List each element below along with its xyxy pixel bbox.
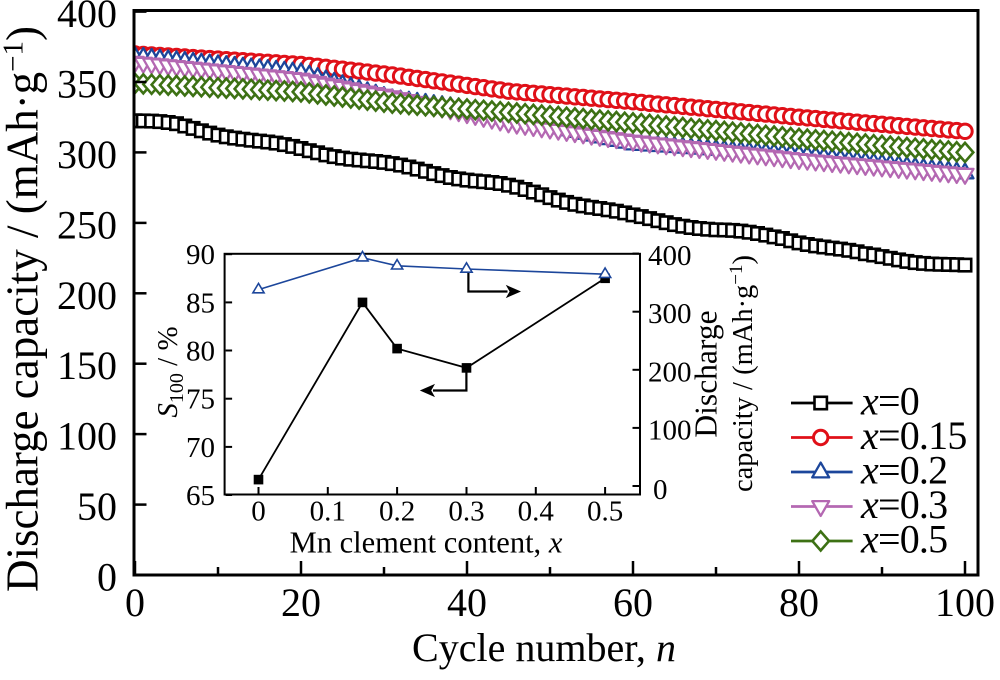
svg-text:Cycle number, n: Cycle number, n <box>412 625 676 670</box>
svg-text:40: 40 <box>447 580 487 625</box>
svg-text:x=0: x=0 <box>860 379 919 424</box>
svg-text:150: 150 <box>57 343 117 388</box>
svg-text:75: 75 <box>186 384 215 416</box>
svg-text:400: 400 <box>57 0 117 36</box>
svg-text:0.4: 0.4 <box>518 496 555 528</box>
svg-text:350: 350 <box>57 62 117 107</box>
svg-text:Discharge capacity / (mAh·g−1): Discharge capacity / (mAh·g−1) <box>0 26 48 592</box>
svg-text:S100 / %: S100 / % <box>152 326 188 417</box>
svg-text:300: 300 <box>648 298 692 330</box>
svg-text:60: 60 <box>613 580 653 625</box>
svg-text:85: 85 <box>186 287 215 319</box>
svg-text:capacity / (mAh·g−1): capacity / (mAh·g−1) <box>726 255 759 492</box>
svg-text:90: 90 <box>186 239 215 271</box>
svg-text:200: 200 <box>648 356 692 388</box>
svg-text:0: 0 <box>653 474 668 506</box>
svg-text:100: 100 <box>935 580 995 625</box>
svg-text:80: 80 <box>779 580 819 625</box>
svg-text:70: 70 <box>186 432 215 464</box>
svg-text:0.5: 0.5 <box>587 496 623 528</box>
svg-text:20: 20 <box>281 580 321 625</box>
svg-text:Mn clement content, x: Mn clement content, x <box>290 526 563 560</box>
svg-text:400: 400 <box>648 240 692 272</box>
svg-text:Discharge: Discharge <box>689 310 724 437</box>
svg-text:x=0.3: x=0.3 <box>860 482 947 527</box>
svg-text:0: 0 <box>251 496 266 528</box>
svg-text:300: 300 <box>57 132 117 177</box>
svg-text:0.1: 0.1 <box>310 496 346 528</box>
svg-text:x=0.5: x=0.5 <box>860 517 947 562</box>
svg-text:0.3: 0.3 <box>448 496 484 528</box>
svg-text:65: 65 <box>186 480 215 512</box>
svg-text:0: 0 <box>97 555 117 600</box>
svg-text:100: 100 <box>57 414 117 459</box>
svg-text:0: 0 <box>125 580 145 625</box>
svg-text:100: 100 <box>648 414 692 446</box>
svg-text:250: 250 <box>57 202 117 247</box>
svg-text:x=0.15: x=0.15 <box>860 413 967 458</box>
svg-text:x=0.2: x=0.2 <box>860 448 947 493</box>
svg-text:80: 80 <box>186 336 215 368</box>
svg-text:200: 200 <box>57 273 117 318</box>
svg-text:0.2: 0.2 <box>379 496 415 528</box>
svg-text:50: 50 <box>77 484 117 529</box>
